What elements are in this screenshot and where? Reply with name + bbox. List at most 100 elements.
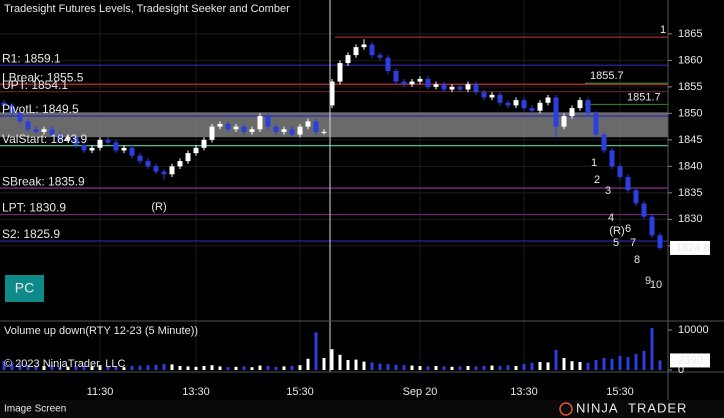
candle-body — [145, 161, 151, 167]
y-tick-label: 0 — [678, 364, 684, 376]
level-label: S2: 1825.9 — [2, 227, 60, 241]
candle-body — [649, 216, 655, 236]
volume-bar — [234, 366, 238, 370]
candle-body — [81, 145, 87, 151]
volume-bar — [562, 358, 566, 370]
candle-body — [89, 147, 95, 151]
short-level-label: 1855.7 — [590, 70, 624, 82]
volume-bar — [594, 360, 598, 370]
signal-annotation: (R) — [609, 225, 624, 237]
level-label: LBreak: 1855.5 — [2, 70, 84, 84]
volume-bar — [90, 366, 94, 370]
volume-bar — [466, 366, 470, 370]
y-tick-label: 1835 — [678, 187, 702, 199]
candle-body — [497, 94, 503, 103]
candle-body — [25, 121, 31, 130]
candle-body — [1, 102, 7, 106]
y-tick-label: 1860 — [678, 54, 702, 66]
signal-annotation: 10 — [650, 279, 662, 291]
candle-body — [137, 155, 143, 162]
volume-bar — [370, 362, 374, 370]
candle-body — [353, 47, 359, 56]
level-label: R1: 1859.1 — [2, 51, 61, 65]
volume-bar — [418, 366, 422, 370]
candle-body — [657, 235, 663, 248]
candle-body — [401, 81, 407, 85]
volume-bar — [34, 365, 38, 370]
volume-bar — [546, 362, 550, 370]
volume-bar — [442, 366, 446, 370]
logo-left: NINJA — [576, 400, 619, 415]
last-volume-box — [670, 353, 710, 368]
candle-body — [337, 63, 343, 82]
candle-body — [329, 81, 335, 106]
candle-body — [105, 139, 111, 143]
candle-body — [545, 97, 551, 103]
candle-body — [377, 55, 383, 58]
volume-bar — [402, 365, 406, 370]
level-label: UPT: 1854.1 — [2, 78, 68, 92]
candle-body — [409, 81, 415, 85]
x-tick-label: 13:30 — [510, 386, 538, 398]
candle-body — [385, 57, 391, 71]
volume-bar — [18, 364, 22, 370]
volume-bar — [642, 350, 646, 370]
candle-body — [97, 139, 103, 148]
signal-annotation: 6 — [625, 223, 631, 235]
signal-annotation: (R) — [151, 201, 166, 213]
candle-body — [433, 84, 439, 87]
volume-bar — [482, 366, 486, 370]
y-tick-label: 1865 — [678, 28, 702, 40]
volume-bar — [298, 365, 302, 370]
candle-body — [361, 44, 367, 48]
volume-bar — [42, 366, 46, 370]
y-tick-label: 1840 — [678, 160, 702, 172]
candle-body — [465, 84, 471, 90]
candle-body — [617, 166, 623, 177]
volume-bar — [138, 365, 142, 370]
candle-body — [17, 113, 23, 122]
level-label: SBreak: 1835.9 — [2, 174, 85, 188]
candle-body — [489, 94, 495, 98]
pc-button[interactable] — [5, 275, 44, 302]
candle-body — [241, 126, 247, 132]
last-price-box — [670, 240, 710, 255]
x-tick-label: Sep 20 — [403, 386, 438, 398]
pc-button-label[interactable]: PC — [15, 280, 34, 296]
candle-body — [625, 176, 631, 191]
candle-body — [33, 129, 39, 132]
short-level-label: 1851.7 — [627, 91, 661, 103]
volume-bar — [210, 365, 214, 370]
candle-body — [369, 44, 375, 56]
volume-bar — [602, 358, 606, 370]
candle-body — [129, 147, 135, 156]
copyright: © 2023 NinjaTrader, LLC — [4, 358, 125, 370]
candle-body — [577, 100, 583, 109]
candle-body — [601, 134, 607, 151]
volume-bar — [250, 367, 254, 370]
volume-bar — [82, 365, 86, 370]
signal-annotation: 7 — [630, 237, 636, 249]
volume-bar — [74, 366, 78, 370]
volume-bar — [154, 364, 158, 370]
volume-bar — [410, 365, 414, 370]
level-label: PivotL: 1849.5 — [2, 102, 79, 116]
volume-bar — [386, 364, 390, 370]
candle-body — [473, 84, 479, 93]
volume-bar — [290, 366, 294, 370]
signal-annotation: 1 — [591, 157, 597, 169]
candle-body — [505, 102, 511, 106]
volume-bar — [10, 362, 14, 370]
candle-body — [585, 100, 591, 114]
volume-bar — [306, 358, 310, 370]
candle-body — [265, 116, 271, 127]
candle-body — [217, 123, 223, 127]
volume-bar — [378, 363, 382, 370]
volume-bar — [426, 366, 430, 370]
volume-bar — [610, 358, 614, 370]
volume-bar — [618, 356, 622, 370]
volume-bar — [114, 366, 118, 370]
volume-bar — [178, 366, 182, 370]
candle-body — [273, 126, 279, 132]
